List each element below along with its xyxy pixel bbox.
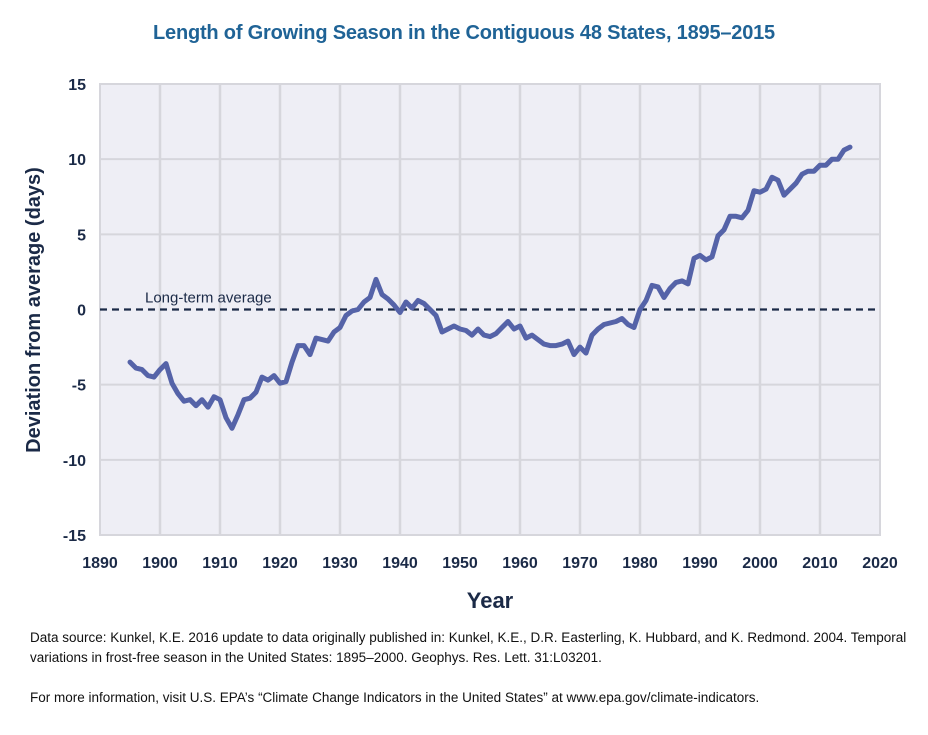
y-tick-label: 10 <box>68 152 86 169</box>
x-tick-label: 1950 <box>442 555 478 572</box>
x-tick-label: 1970 <box>562 555 598 572</box>
x-tick-label: 2010 <box>802 555 838 572</box>
y-tick-label: -15 <box>63 528 86 545</box>
x-tick-label: 1920 <box>262 555 298 572</box>
chart-title: Length of Growing Season in the Contiguo… <box>153 22 775 44</box>
x-tick-label: 2000 <box>742 555 778 572</box>
x-tick-label: 1980 <box>622 555 658 572</box>
y-tick-labels: 15 10 5 0 -5 -10 -15 <box>63 77 86 545</box>
long-term-average-label: Long-term average <box>145 290 272 307</box>
x-tick-labels: 1890 1900 1910 1920 1930 1940 1950 1960 1970 1980… <box>82 555 898 572</box>
x-tick-label: 1930 <box>322 555 358 572</box>
y-axis-title: Deviation from average (days) <box>23 167 45 453</box>
y-tick-label: 0 <box>77 303 86 320</box>
y-tick-label: -10 <box>63 453 86 470</box>
x-tick-label: 1910 <box>202 555 238 572</box>
data-source-text: Data source: Kunkel, K.E. 2016 update to… <box>30 630 907 665</box>
x-axis-title: Year <box>467 588 514 613</box>
y-tick-label: -5 <box>72 378 86 395</box>
x-tick-label: 1890 <box>82 555 118 572</box>
more-info-text: For more information, visit U.S. EPA’s “… <box>30 690 760 705</box>
x-tick-label: 1940 <box>382 555 418 572</box>
y-tick-label: 15 <box>68 77 86 94</box>
footer: Data source: Kunkel, K.E. 2016 update to… <box>30 628 910 728</box>
x-tick-label: 1900 <box>142 555 178 572</box>
y-tick-label: 5 <box>77 227 86 244</box>
data-points <box>129 147 851 429</box>
x-tick-label: 1990 <box>682 555 718 572</box>
x-tick-label: 1960 <box>502 555 538 572</box>
x-tick-label: 2020 <box>862 555 898 572</box>
